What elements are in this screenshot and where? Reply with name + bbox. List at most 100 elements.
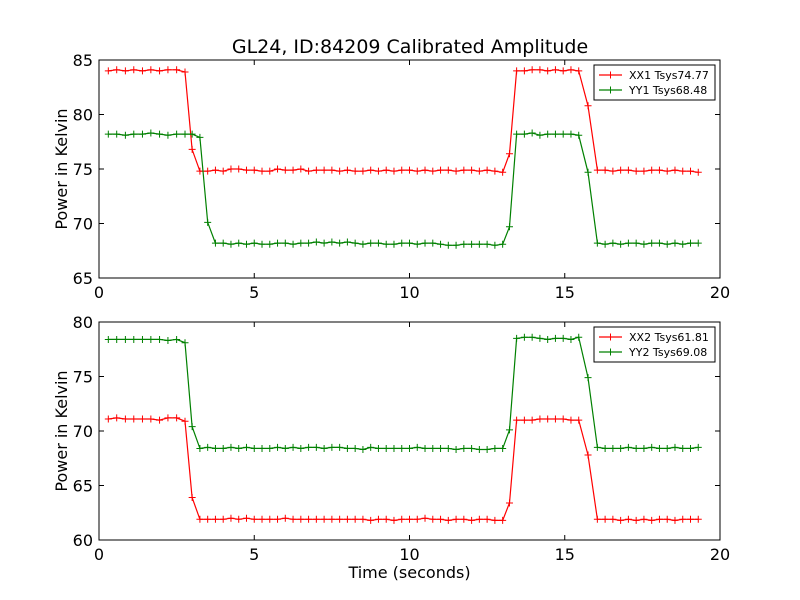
data-point xyxy=(390,167,398,175)
data-point xyxy=(188,145,196,153)
data-point xyxy=(687,515,695,523)
data-point xyxy=(390,444,398,452)
data-point xyxy=(181,68,189,76)
data-point xyxy=(671,166,679,174)
data-point xyxy=(483,240,491,248)
data-point xyxy=(312,443,320,451)
data-point xyxy=(551,334,559,342)
data-point xyxy=(559,334,567,342)
data-point xyxy=(437,515,445,523)
data-point xyxy=(398,166,406,174)
x-tick-label: 15 xyxy=(555,545,575,564)
data-point xyxy=(687,167,695,175)
data-point xyxy=(164,414,172,422)
data-point xyxy=(104,67,112,75)
data-point xyxy=(551,66,559,74)
data-point xyxy=(196,444,204,452)
data-point xyxy=(173,66,181,74)
data-point xyxy=(147,335,155,343)
data-point xyxy=(499,516,507,524)
data-point xyxy=(679,444,687,452)
data-point xyxy=(305,443,313,451)
data-point xyxy=(104,335,112,343)
data-point xyxy=(336,443,344,451)
data-point xyxy=(640,167,648,175)
data-point xyxy=(429,444,437,452)
legend-label-1: XX1 Tsys74.77 xyxy=(629,69,709,82)
data-point xyxy=(336,239,344,247)
data-point xyxy=(274,443,282,451)
data-point xyxy=(624,239,632,247)
data-point xyxy=(663,167,671,175)
x-tick-label: 5 xyxy=(249,283,259,302)
data-point xyxy=(374,444,382,452)
legend-label-2: YY1 Tsys68.48 xyxy=(628,84,707,97)
data-point xyxy=(536,334,544,342)
data-point xyxy=(312,238,320,246)
data-point xyxy=(104,130,112,138)
data-point xyxy=(536,66,544,74)
data-point xyxy=(648,443,656,451)
data-point xyxy=(413,240,421,248)
data-point xyxy=(460,515,468,523)
data-point xyxy=(567,130,575,138)
y-tick-label: 75 xyxy=(73,368,93,387)
data-point xyxy=(593,515,601,523)
data-point xyxy=(567,416,575,424)
legend-label-1: XX2 Tsys61.81 xyxy=(629,331,709,344)
data-point xyxy=(204,515,212,523)
data-point xyxy=(328,515,336,523)
data-point xyxy=(499,240,507,248)
data-point xyxy=(452,515,460,523)
data-point xyxy=(266,240,274,248)
data-point xyxy=(374,167,382,175)
data-point xyxy=(173,130,181,138)
data-point xyxy=(559,415,567,423)
data-point xyxy=(147,66,155,74)
data-point xyxy=(655,166,663,174)
data-point xyxy=(601,166,609,174)
data-point xyxy=(679,515,687,523)
x-tick-label: 10 xyxy=(399,283,419,302)
data-point xyxy=(343,515,351,523)
data-point xyxy=(266,515,274,523)
data-point xyxy=(528,416,536,424)
x-tick-label: 10 xyxy=(399,545,419,564)
data-point xyxy=(211,239,219,247)
data-point xyxy=(687,444,695,452)
data-point xyxy=(640,515,648,523)
data-point xyxy=(624,515,632,523)
data-point xyxy=(632,444,640,452)
data-point xyxy=(491,444,499,452)
data-point xyxy=(491,241,499,249)
data-point xyxy=(138,130,146,138)
data-point xyxy=(584,102,592,110)
data-point xyxy=(359,167,367,175)
data-point xyxy=(312,515,320,523)
data-point xyxy=(398,239,406,247)
data-point xyxy=(367,516,375,524)
data-point xyxy=(398,444,406,452)
data-point xyxy=(584,451,592,459)
data-point xyxy=(444,241,452,249)
data-point xyxy=(390,516,398,524)
y-tick-label: 85 xyxy=(73,51,93,70)
data-point xyxy=(544,130,552,138)
data-point xyxy=(250,515,258,523)
data-point xyxy=(567,66,575,74)
data-point xyxy=(351,167,359,175)
data-point xyxy=(575,416,583,424)
data-point xyxy=(491,167,499,175)
data-point xyxy=(505,499,513,507)
data-point xyxy=(483,515,491,523)
data-point xyxy=(130,335,138,343)
data-point xyxy=(520,130,528,138)
data-point xyxy=(242,443,250,451)
data-point xyxy=(242,166,250,174)
data-point xyxy=(444,166,452,174)
data-point xyxy=(281,166,289,174)
data-point xyxy=(211,515,219,523)
chart-panels: 0 5 10 15 20 65 70 75 80 85 Power in Kelvin XX1 Tsy… xyxy=(52,51,730,582)
data-point xyxy=(219,515,227,523)
legend: XX2 Tsys61.81 YY2 Tsys69.08 xyxy=(593,326,716,363)
